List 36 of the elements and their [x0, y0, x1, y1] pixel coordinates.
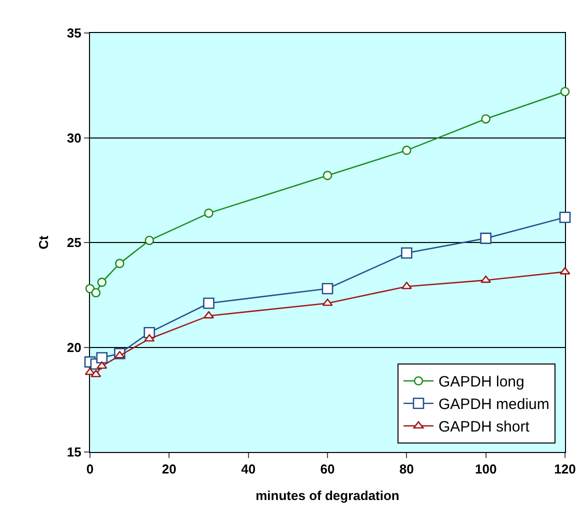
point: [481, 114, 490, 124]
x-axis-title: minutes of degradation: [256, 488, 400, 504]
point: [115, 258, 124, 268]
y-tick-label: 20: [66, 340, 82, 355]
y-axis-title: Ct: [36, 234, 51, 250]
point: [96, 361, 108, 369]
point: [559, 212, 571, 224]
legend-label: GAPDH short: [438, 418, 530, 436]
point: [96, 352, 108, 364]
point: [560, 87, 570, 96]
point: [144, 236, 154, 246]
point: [401, 247, 412, 259]
y-tick-label: 30: [66, 130, 82, 146]
point: [114, 350, 125, 358]
y-tick-label: 15: [66, 444, 82, 460]
x-tick-label: 20: [162, 462, 176, 477]
x-tick-label: 60: [320, 462, 335, 477]
y-tick-label: 35: [66, 26, 82, 41]
y-tick-label: 25: [66, 235, 82, 250]
point: [97, 278, 107, 287]
point: [480, 232, 492, 244]
point: [144, 334, 155, 342]
point: [322, 170, 332, 180]
point: [401, 282, 412, 290]
x-tick-label: 0: [86, 462, 94, 477]
x-tick-label: 120: [554, 462, 576, 477]
point: [203, 298, 214, 309]
x-tick-label: 100: [474, 462, 497, 477]
legend-label: GAPDH long: [438, 374, 524, 391]
point: [322, 282, 334, 294]
point: [91, 288, 101, 298]
legend-label: GAPDH medium: [438, 396, 550, 414]
x-tick-label: 80: [399, 462, 414, 477]
x-tick-label: 40: [241, 462, 256, 477]
point: [402, 146, 412, 155]
point: [204, 208, 214, 218]
